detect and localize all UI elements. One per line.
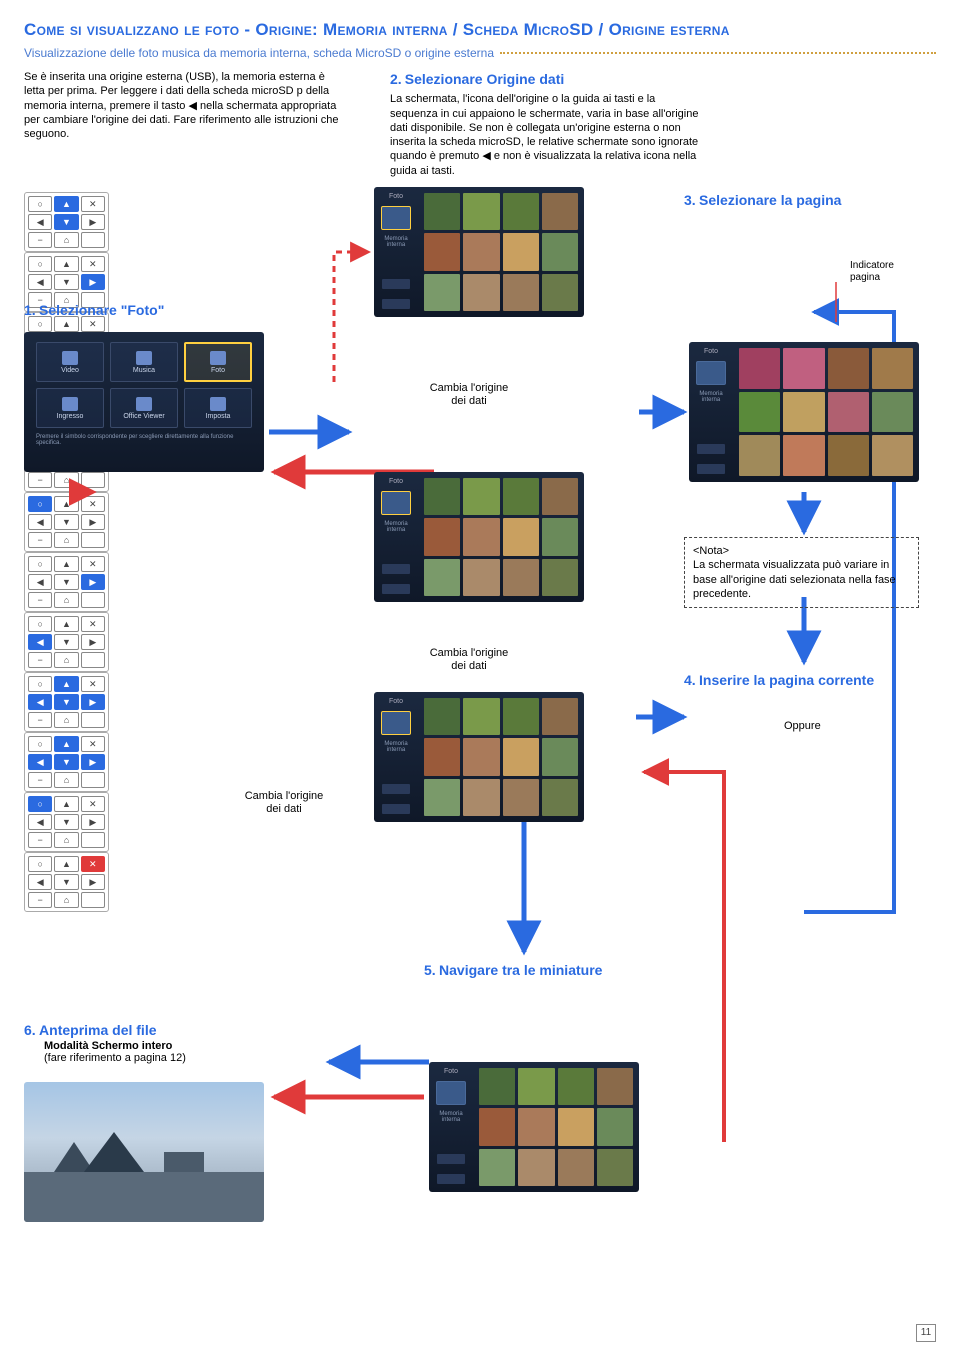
screen-step6-photo bbox=[24, 1082, 264, 1222]
page-subtitle: Visualizzazione delle foto musica da mem… bbox=[24, 46, 494, 60]
page-number: 11 bbox=[916, 1324, 936, 1342]
step5-title: Navigare tra le miniature bbox=[439, 962, 602, 978]
page-title: Come si visualizzano le foto - Origine: … bbox=[24, 20, 936, 40]
intro-left-text: Se è inserita una origine esterna (USB),… bbox=[24, 70, 340, 178]
remote-step6a: ○▲✕◀▼▶−⌂ bbox=[24, 792, 109, 852]
step6-sub1: Modalità Schermo intero bbox=[44, 1040, 186, 1052]
note-box: <Nota> La schermata visualizzata può var… bbox=[684, 537, 919, 608]
remote-step5b: ○▲✕◀▼▶−⌂ bbox=[24, 732, 109, 792]
step4-title: Inserire la pagina corrente bbox=[699, 672, 874, 688]
step5-num: 5. bbox=[424, 962, 436, 978]
screen-step5: FotoMemoriainterna bbox=[429, 1062, 639, 1192]
diagram-layout: FotoMemoriainterna 3. Selezionare la pag… bbox=[24, 192, 936, 1332]
step6-num: 6. bbox=[24, 1022, 36, 1038]
screen-step2: FotoMemoriainterna bbox=[374, 187, 584, 317]
step3-title: Selezionare la pagina bbox=[699, 192, 841, 208]
oppure-label: Oppure bbox=[784, 720, 821, 732]
screen-main-menu: VideoMusicaFotoIngressoOffice ViewerImpo… bbox=[24, 332, 264, 472]
step6-title: Anteprima del file bbox=[39, 1022, 156, 1038]
screen-row2-right: FotoMemoriainterna bbox=[689, 342, 919, 482]
note-body: La schermata visualizzata può variare in… bbox=[693, 559, 896, 600]
change-origin-label-1: Cambia l'origine dei dati bbox=[424, 382, 514, 408]
step4-num: 4. bbox=[684, 672, 696, 688]
step2-body: La schermata, l'icona dell'origine o la … bbox=[390, 92, 706, 178]
step1-title: Selezionare "Foto" bbox=[39, 302, 164, 318]
indicator-label: Indicatore pagina bbox=[850, 260, 894, 284]
remote-step3: ○▲✕◀▼▶−⌂ bbox=[24, 192, 109, 252]
note-title: <Nota> bbox=[693, 545, 729, 557]
step3-num: 3. bbox=[684, 192, 696, 208]
change-origin-label-2: Cambia l'origine dei dati bbox=[424, 647, 514, 673]
remote-step6b: ○▲✕◀▼▶−⌂ bbox=[24, 852, 109, 912]
remote-step4b: ○▲✕◀▼▶−⌂ bbox=[24, 552, 109, 612]
change-origin-label-3: Cambia l'origine dei dati bbox=[239, 790, 329, 816]
remote-step4a: ○▲✕◀▼▶−⌂ bbox=[24, 492, 109, 552]
remote-step5: ○▲✕◀▼▶−⌂ bbox=[24, 672, 109, 732]
screen-row4: FotoMemoriainterna bbox=[374, 692, 584, 822]
remote-row5: ○▲✕◀▼▶−⌂ bbox=[24, 612, 109, 672]
subtitle-dots bbox=[500, 52, 936, 54]
step2-title: Selezionare Origine dati bbox=[405, 71, 565, 87]
step2-num: 2. bbox=[390, 71, 402, 87]
screen-row3: FotoMemoriainterna bbox=[374, 472, 584, 602]
step1-num: 1. bbox=[24, 302, 36, 318]
step6-sub2: (fare riferimento a pagina 12) bbox=[44, 1052, 186, 1064]
